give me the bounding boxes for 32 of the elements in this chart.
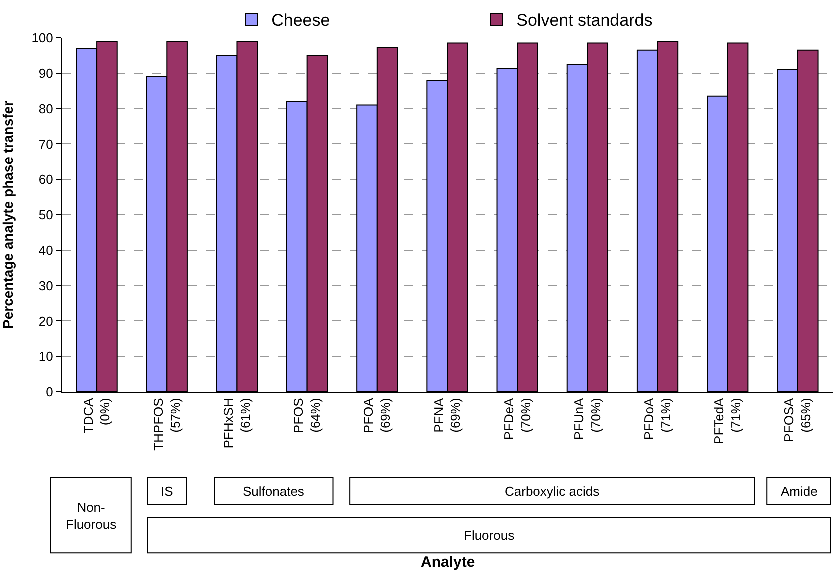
x-tick-label: PFNA (69%) bbox=[431, 398, 464, 433]
x-tick-label: PFHxSH (61%) bbox=[221, 398, 253, 449]
y-tick-label: 70 bbox=[38, 136, 54, 152]
legend-label: Solvent standards bbox=[516, 11, 653, 30]
y-tick-label: 90 bbox=[38, 66, 54, 81]
y-tick-label: 40 bbox=[38, 242, 54, 258]
text: Fluorous bbox=[464, 528, 516, 543]
x-tick-label: THPFOS (57%) bbox=[150, 398, 183, 451]
y-tick-label: 30 bbox=[38, 278, 54, 294]
text: IS bbox=[161, 484, 174, 499]
x-tick-label: TDCA (0%) bbox=[80, 398, 113, 434]
y-axis-title: Percentage analyte phase transfer bbox=[0, 100, 16, 329]
text: Carboxylic acids bbox=[505, 484, 600, 499]
text: Sulfonates bbox=[243, 484, 305, 499]
y-tick-label: 100 bbox=[32, 30, 54, 46]
y-tick-label: 10 bbox=[38, 349, 54, 364]
x-tick-label: PFDoA (71%) bbox=[642, 398, 674, 440]
x-tick-label: PFOS (64%) bbox=[291, 398, 323, 434]
y-tick-label: 20 bbox=[38, 314, 54, 329]
y-tick-label: 60 bbox=[38, 172, 54, 188]
legend-label: Cheese bbox=[272, 11, 330, 30]
text: Amide bbox=[781, 484, 818, 499]
x-tick-label: PFUnA (70%) bbox=[571, 398, 604, 440]
x-tick-label: PFOA (69%) bbox=[361, 398, 394, 434]
x-tick-label: PFDeA (70%) bbox=[501, 398, 534, 440]
x-tick-label: PFTedA (71%) bbox=[712, 398, 744, 444]
x-tick-label: PFOSA (65%) bbox=[782, 398, 814, 442]
y-tick-label: 0 bbox=[46, 384, 54, 400]
text: Analyte bbox=[421, 554, 476, 571]
y-tick-label: 50 bbox=[38, 208, 54, 223]
y-tick-label: 80 bbox=[38, 101, 54, 116]
text: Non- Fluorous bbox=[66, 500, 118, 532]
